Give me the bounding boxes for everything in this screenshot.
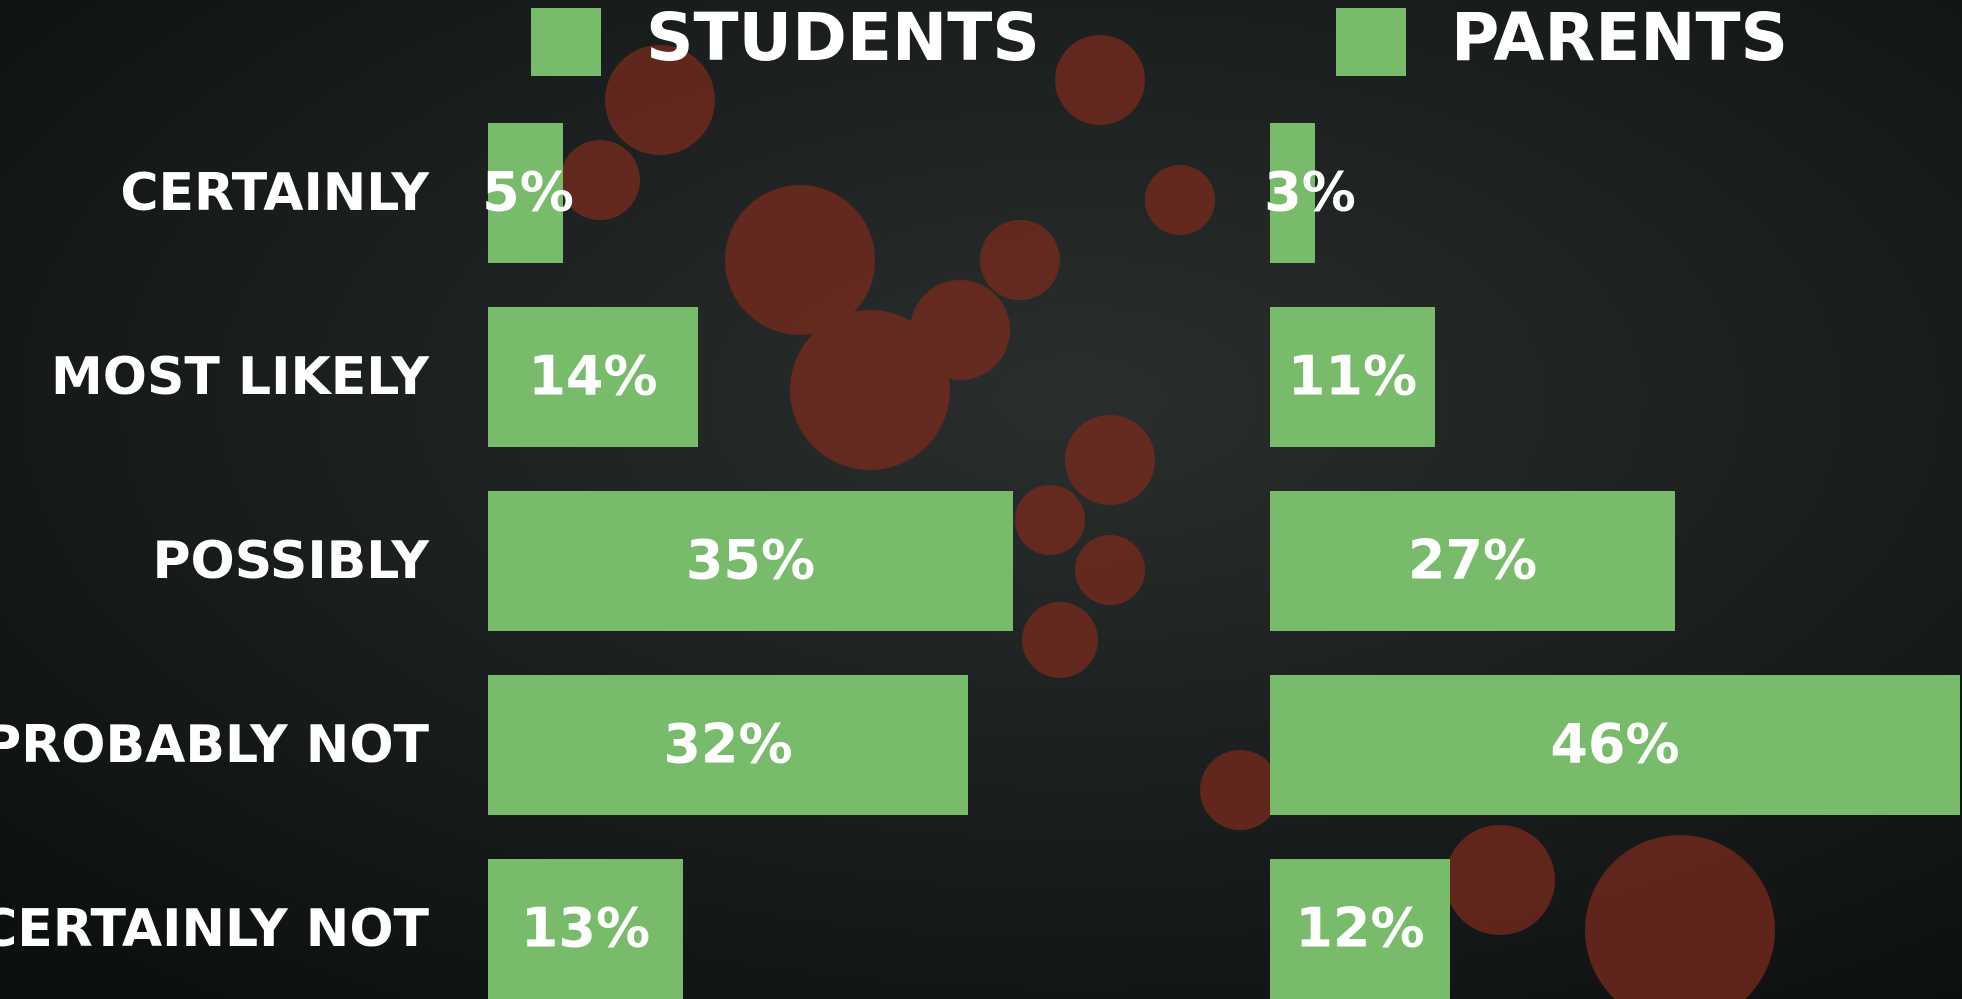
- value-label: 32%: [663, 713, 792, 776]
- chart: CERTAINLY MOST LIKELY POSSIBLY PROBABLY NOT…: [0, 0, 1962, 999]
- legend-label: STUDENTS: [646, 0, 1040, 76]
- category-label: CERTAINLY NOT: [0, 899, 430, 959]
- value-label: 14%: [528, 345, 657, 408]
- category-label: CERTAINLY: [120, 163, 430, 223]
- value-label: 5%: [482, 161, 574, 224]
- value-label: 12%: [1295, 897, 1424, 960]
- category-label: MOST LIKELY: [51, 347, 430, 407]
- value-label: 13%: [521, 897, 650, 960]
- category-label: PROBABLY NOT: [0, 715, 430, 775]
- page: CERTAINLY MOST LIKELY POSSIBLY PROBABLY NOT…: [0, 0, 1962, 999]
- value-label: 46%: [1550, 713, 1679, 776]
- value-label: 11%: [1288, 345, 1417, 408]
- legend-label: PARENTS: [1451, 0, 1788, 76]
- value-label: 3%: [1264, 161, 1356, 224]
- category-label: POSSIBLY: [152, 531, 430, 591]
- legend-swatch: [531, 8, 601, 76]
- legend-swatch: [1336, 8, 1406, 76]
- value-label: 35%: [686, 529, 815, 592]
- value-label: 27%: [1408, 529, 1537, 592]
